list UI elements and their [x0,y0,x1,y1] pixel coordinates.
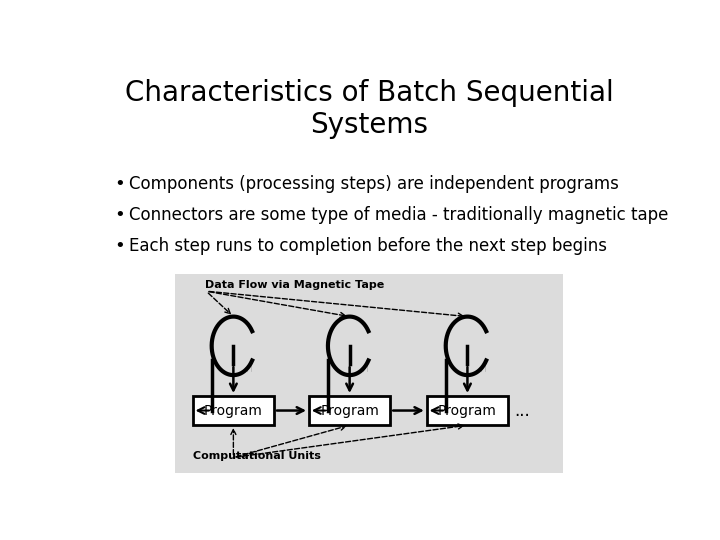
Text: •: • [114,237,125,255]
Bar [309,396,390,425]
Text: Data Flow via Magnetic Tape: Data Flow via Magnetic Tape [204,280,384,289]
Bar [193,396,274,425]
Text: Computational Units: Computational Units [193,451,320,461]
Text: ...: ... [514,402,530,420]
Text: Program: Program [204,403,263,417]
Text: Program: Program [320,403,379,417]
Text: •: • [114,175,125,193]
Text: •: • [114,206,125,224]
Bar [175,274,563,473]
Bar [427,396,508,425]
Text: Connectors are some type of media - traditionally magnetic tape: Connectors are some type of media - trad… [129,206,668,224]
Text: Characteristics of Batch Sequential
Systems: Characteristics of Batch Sequential Syst… [125,79,613,139]
Text: Components (processing steps) are independent programs: Components (processing steps) are indepe… [129,175,618,193]
Text: Program: Program [438,403,497,417]
Text: Each step runs to completion before the next step begins: Each step runs to completion before the … [129,237,607,255]
